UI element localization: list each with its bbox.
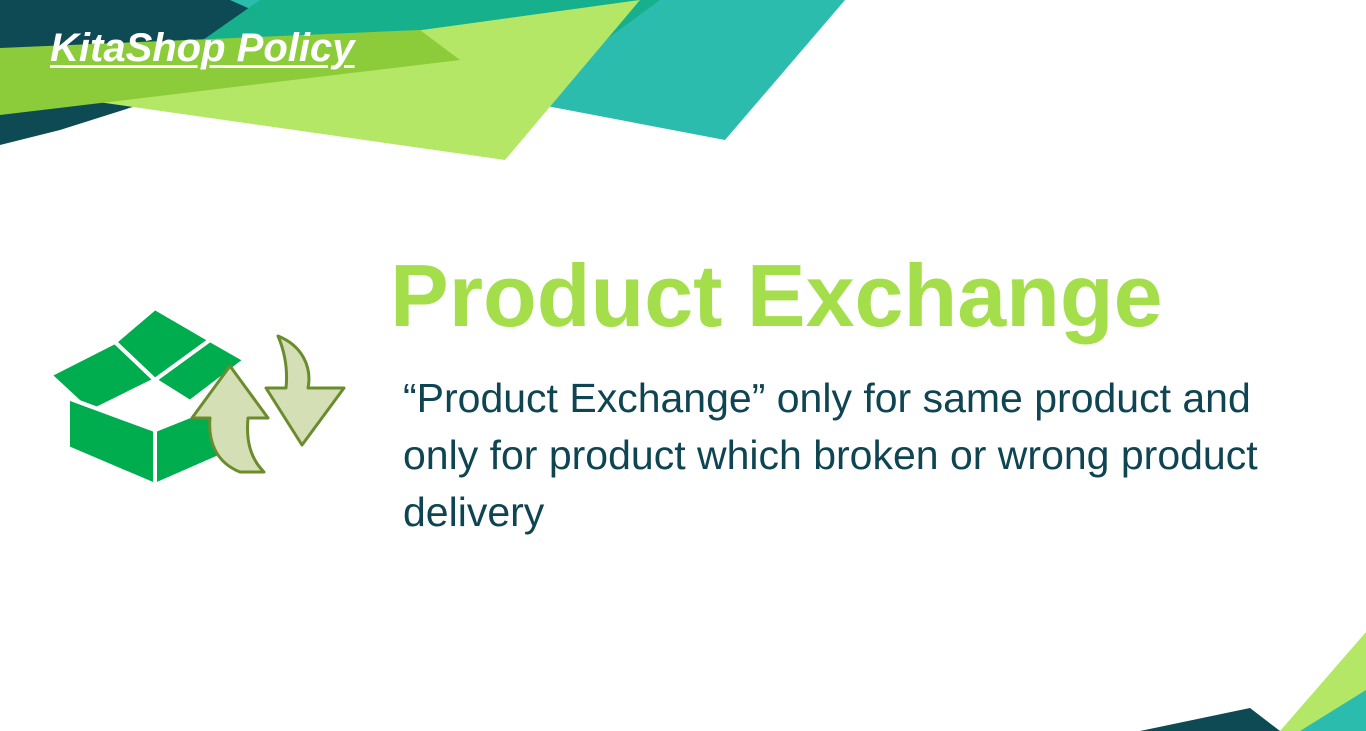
main-heading: Product Exchange [390,246,1163,345]
bottom-dark-shape [1140,708,1280,731]
top-lime-dark-shape [0,30,460,115]
arrow-up-icon [190,364,270,474]
arrow-down-icon [264,334,346,447]
bottom-teal-shape [1300,690,1366,731]
top-lime-shape [0,0,640,160]
product-exchange-illustration [48,306,346,487]
box-icon [48,306,247,487]
slide-header-title: KitaShop Policy [50,26,355,70]
policy-description: “Product Exchange” only for same product… [403,375,1258,535]
